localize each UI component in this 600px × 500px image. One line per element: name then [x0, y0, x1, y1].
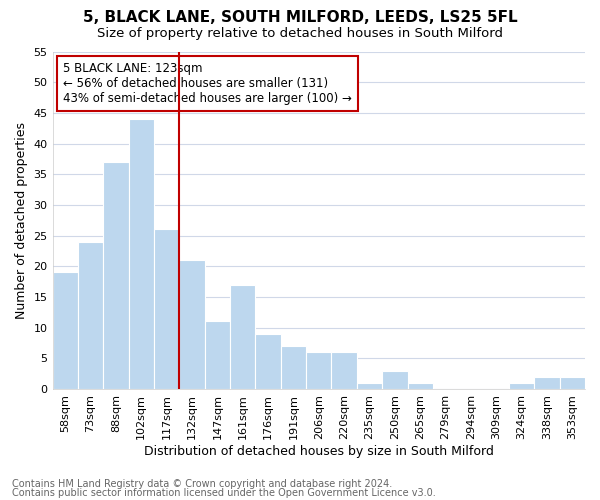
Text: Contains HM Land Registry data © Crown copyright and database right 2024.: Contains HM Land Registry data © Crown c… [12, 479, 392, 489]
Bar [154, 230, 179, 389]
Bar [230, 284, 256, 389]
Bar [331, 352, 357, 389]
X-axis label: Distribution of detached houses by size in South Milford: Distribution of detached houses by size … [144, 444, 494, 458]
Bar [407, 383, 433, 389]
Bar [78, 242, 103, 389]
Bar [357, 383, 382, 389]
Text: 5, BLACK LANE, SOUTH MILFORD, LEEDS, LS25 5FL: 5, BLACK LANE, SOUTH MILFORD, LEEDS, LS2… [83, 10, 517, 25]
Text: Size of property relative to detached houses in South Milford: Size of property relative to detached ho… [97, 28, 503, 40]
Bar [509, 383, 534, 389]
Bar [382, 370, 407, 389]
Bar [128, 119, 154, 389]
Bar [53, 272, 78, 389]
Bar [103, 162, 128, 389]
Text: Contains public sector information licensed under the Open Government Licence v3: Contains public sector information licen… [12, 488, 436, 498]
Bar [534, 376, 560, 389]
Y-axis label: Number of detached properties: Number of detached properties [15, 122, 28, 318]
Bar [256, 334, 281, 389]
Bar [560, 376, 585, 389]
Text: 5 BLACK LANE: 123sqm
← 56% of detached houses are smaller (131)
43% of semi-deta: 5 BLACK LANE: 123sqm ← 56% of detached h… [63, 62, 352, 104]
Bar [281, 346, 306, 389]
Bar [179, 260, 205, 389]
Bar [205, 322, 230, 389]
Bar [306, 352, 331, 389]
